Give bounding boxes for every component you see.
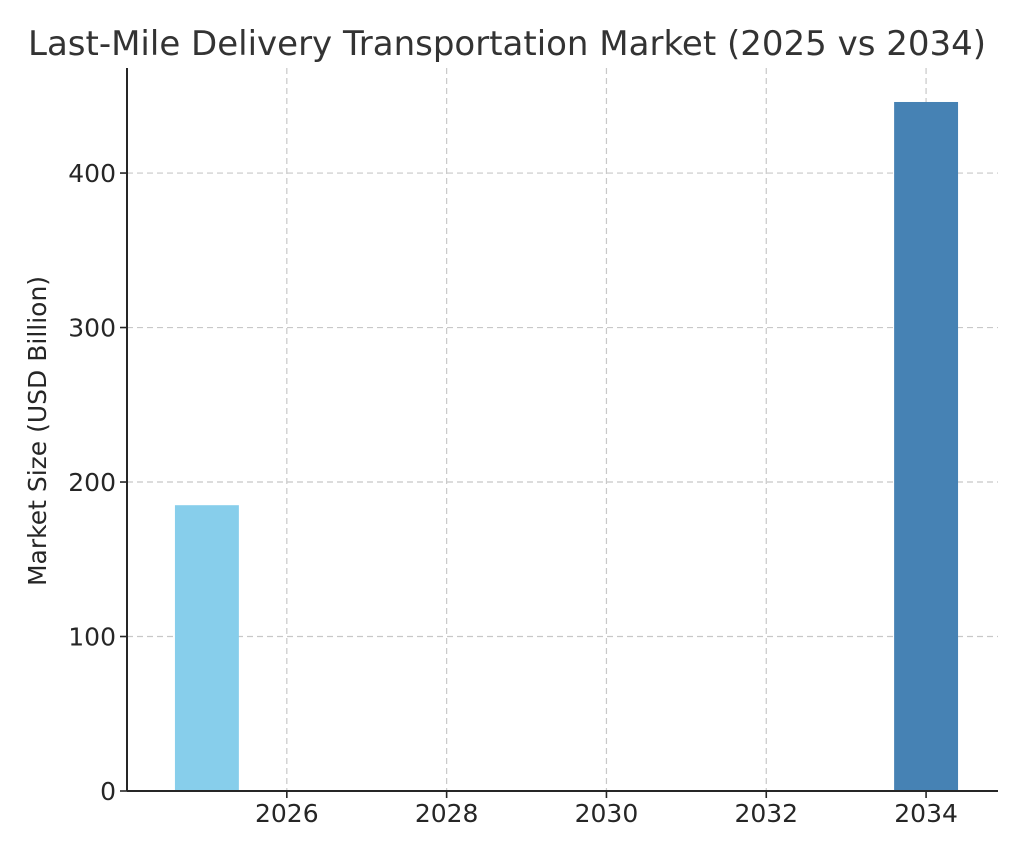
x-tick-label: 2030: [575, 799, 639, 828]
y-tick-label: 0: [100, 777, 116, 806]
y-tick-label: 300: [68, 314, 116, 343]
y-tick-label: 400: [68, 159, 116, 188]
y-tick-label: 100: [68, 623, 116, 652]
x-tick-label: 2026: [255, 799, 319, 828]
ticks: 2026 2028 2030 2032 2034 0 100 200 300 400: [68, 159, 958, 828]
x-tick-label: 2028: [415, 799, 479, 828]
axes: [126, 68, 998, 792]
chart-title: Last-Mile Delivery Transportation Market…: [28, 24, 986, 64]
y-axis-label: Market Size (USD Billion): [23, 276, 52, 586]
bar-2034: [894, 101, 959, 791]
grid: [127, 68, 998, 791]
bars: [174, 101, 959, 791]
y-tick-label: 200: [68, 468, 116, 497]
x-tick-label: 2034: [894, 799, 958, 828]
x-tick-label: 2032: [734, 799, 798, 828]
bar-2025: [174, 505, 239, 791]
